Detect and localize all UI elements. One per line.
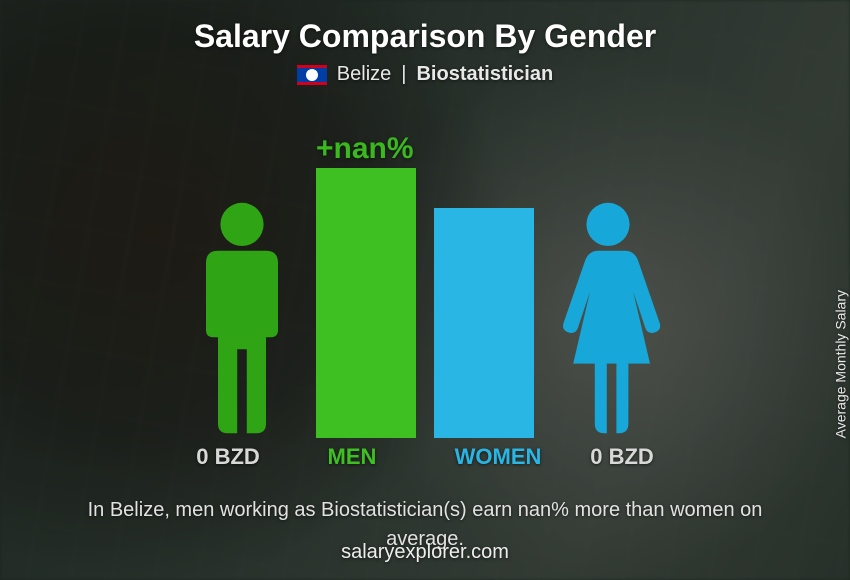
subtitle-country: Belize — [337, 63, 391, 86]
labels-row: 0 BZD MEN WOMEN 0 BZD — [105, 444, 745, 470]
pct-label: +nan% — [316, 132, 414, 166]
content-wrap: Salary Comparison By Gender Belize | Bio… — [0, 0, 850, 580]
subtitle-sep: | — [401, 63, 406, 86]
footer: salaryexplorer.com — [0, 541, 850, 564]
chart-area: +nan% — [105, 98, 745, 438]
subtitle: Belize | Biostatistician — [297, 63, 553, 86]
men-salary-label: 0 BZD — [168, 444, 288, 470]
men-label: MEN — [302, 444, 402, 470]
side-axis-label: Average Monthly Salary — [832, 290, 848, 438]
flag-icon — [297, 65, 327, 85]
subtitle-role: Biostatistician — [416, 63, 553, 86]
chart-group: +nan% — [182, 168, 668, 438]
page-title: Salary Comparison By Gender — [194, 18, 656, 55]
men-bar — [316, 168, 416, 438]
men-figure-icon — [182, 198, 302, 438]
women-bar — [434, 208, 534, 438]
women-salary-label: 0 BZD — [562, 444, 682, 470]
bars: +nan% — [316, 168, 534, 438]
women-label: WOMEN — [448, 444, 548, 470]
women-figure-icon — [548, 198, 668, 438]
